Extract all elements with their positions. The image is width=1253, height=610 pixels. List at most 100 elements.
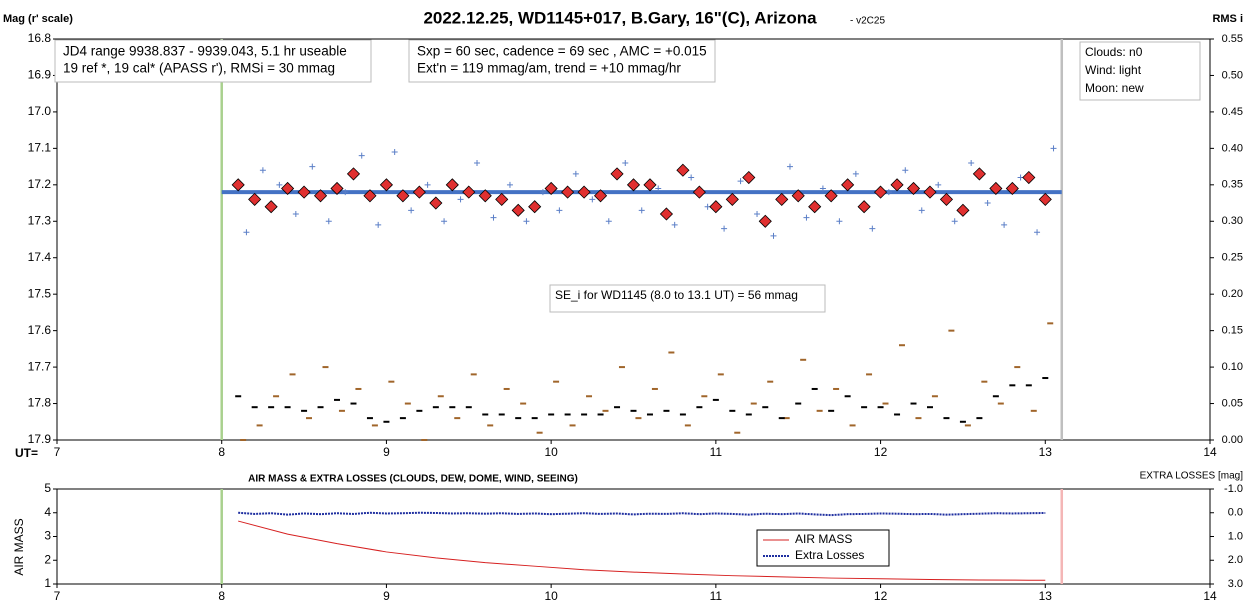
chart-title: 2022.12.25, WD1145+017, B.Gary, 16"(C), …: [423, 8, 817, 27]
data-point: [539, 189, 546, 196]
y2-tick-label: 0.25: [1222, 252, 1243, 264]
data-point: [396, 189, 410, 203]
y2-tick-label: 3.0: [1228, 578, 1243, 590]
data-point: [906, 181, 921, 196]
y2-tick-label: 0.0: [1228, 507, 1243, 519]
data-point: [692, 185, 706, 199]
data-point: [276, 181, 283, 188]
chart-title: AIR MASS & EXTRA LOSSES (CLOUDS, DEW, DO…: [248, 474, 578, 485]
y2-tick-label: 0.35: [1222, 179, 1243, 191]
data-point: [330, 181, 344, 196]
x-tick-label: 12: [874, 445, 888, 459]
x-tick-label: 7: [54, 445, 61, 459]
data-point: [852, 170, 859, 177]
data-point: [506, 181, 513, 188]
data-point: [391, 149, 398, 156]
data-point: [441, 218, 448, 225]
data-point: [462, 185, 476, 199]
data-point: [758, 214, 772, 228]
data-point: [292, 210, 299, 217]
data-point: [412, 185, 426, 199]
y-tick-label: 16.9: [28, 68, 52, 82]
data-point: [363, 189, 377, 203]
y-tick-label: 1: [44, 576, 51, 590]
data-point: [841, 178, 855, 192]
data-point: [626, 178, 641, 192]
annotation-box: [549, 284, 826, 313]
data-point: [918, 207, 925, 214]
data-point: [346, 167, 361, 181]
x-tick-label: 14: [1203, 445, 1217, 459]
data-point: [989, 181, 1003, 196]
data-point: [655, 185, 662, 192]
data-point: [248, 192, 262, 206]
data-point: [659, 207, 674, 221]
x-tick-label: 11: [710, 589, 723, 603]
data-point: [869, 225, 876, 232]
chart-subtitle: - v2C25: [850, 16, 885, 27]
data-point: [786, 163, 793, 170]
data-line: [238, 520, 1046, 581]
y-tick-label: 17.6: [28, 323, 52, 337]
data-point: [342, 189, 349, 196]
data-point: [824, 189, 838, 203]
y-tick-label: 17.3: [28, 213, 52, 227]
data-point: [775, 192, 789, 206]
data-point: [1005, 181, 1019, 196]
data-point: [972, 167, 986, 181]
data-point: [1034, 229, 1041, 236]
data-point: [408, 207, 415, 214]
y2-tick-label: 0.10: [1222, 361, 1243, 373]
y-tick-label: 17.1: [28, 141, 52, 155]
x-tick-label: 11: [710, 445, 723, 459]
y2-tick-label: 2.0: [1228, 554, 1243, 566]
data-point: [688, 174, 695, 181]
data-point: [721, 225, 728, 232]
data-point: [424, 181, 431, 188]
data-point: [791, 189, 805, 203]
data-point: [358, 152, 365, 159]
x-tick-label: 8: [218, 589, 225, 603]
data-point: [445, 178, 459, 192]
data-point: [742, 170, 756, 185]
data-point: [495, 192, 509, 206]
data-point: [490, 214, 497, 221]
data-point: [819, 185, 826, 192]
data-point: [890, 178, 904, 192]
data-point: [556, 207, 563, 214]
data-point: [725, 192, 739, 206]
y-tick-label: 3: [44, 529, 51, 543]
annotation: Moon: new: [1085, 81, 1144, 95]
data-point: [572, 170, 579, 177]
x-tick-label: 12: [874, 589, 888, 603]
data-point: [1050, 145, 1057, 152]
data-point: [593, 189, 608, 203]
data-point: [478, 189, 492, 203]
x-tick-label: 10: [544, 445, 558, 459]
y2-tick-label: 0.40: [1222, 142, 1243, 154]
y-tick-label: 5: [44, 481, 51, 495]
legend-label: AIR MASS: [795, 532, 852, 546]
data-point: [968, 159, 975, 166]
y2-tick-label: 0.15: [1222, 325, 1243, 337]
annotation-box: [1079, 41, 1201, 101]
plot-area: [56, 488, 1211, 585]
annotation: Wind: light: [1085, 63, 1142, 77]
y2-axis-label: RMS i: [1212, 13, 1243, 25]
annotation: Sxp = 60 sec, cadence = 69 sec , AMC = +…: [417, 44, 707, 59]
y2-tick-label: 0.55: [1222, 33, 1243, 45]
data-point: [528, 200, 542, 214]
x-tick-label: 10: [544, 589, 558, 603]
y2-tick-label: 0.50: [1222, 69, 1243, 81]
annotation: Clouds: n0: [1085, 45, 1143, 59]
y2-tick-label: 0.05: [1222, 397, 1243, 409]
y-tick-label: 2: [44, 552, 51, 566]
y-axis-label: Mag (r' scale): [3, 13, 73, 25]
annotation-box: [54, 39, 372, 83]
x-tick-label: 8: [218, 445, 225, 459]
y-tick-label: 17.0: [28, 104, 52, 118]
y2-tick-label: 0.30: [1222, 215, 1243, 227]
data-point: [836, 218, 843, 225]
x-tick-label: 13: [1039, 589, 1053, 603]
